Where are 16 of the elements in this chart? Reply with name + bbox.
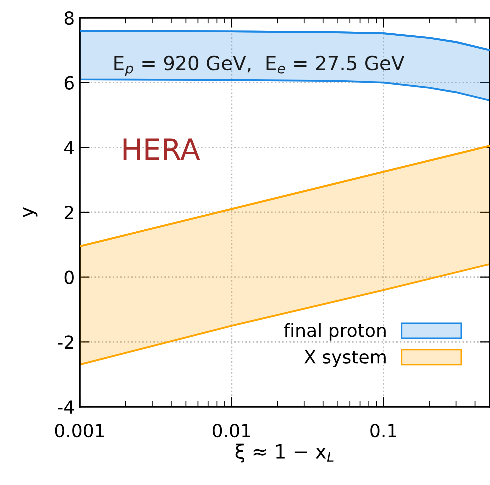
annotation: HERA	[124, 138, 200, 160]
y-tick-label: 8	[64, 11, 74, 26]
legend-label: final proton	[284, 323, 386, 341]
x-tick-label: 0.1	[370, 424, 397, 438]
x-tick-label: 0.01	[213, 424, 250, 438]
x-axis-title: ξ ≈ 1 − x$_{L}$	[236, 444, 334, 463]
y-tick-label: 4	[64, 141, 74, 155]
annotation: E$_{p}$ = 920 GeV, E$_{e}$ = 27.5 GeV	[114, 56, 405, 76]
y-tick-label: 2	[64, 206, 74, 220]
legend-label: X system	[304, 350, 386, 368]
y-axis-title: y	[23, 207, 38, 218]
y-tick-label: 6	[64, 76, 74, 90]
y-tick-label: -4	[58, 400, 74, 414]
x-tick-label: 0.001	[55, 424, 104, 438]
y-tick-label: -2	[58, 336, 74, 350]
y-tick-label: 0	[64, 270, 74, 284]
